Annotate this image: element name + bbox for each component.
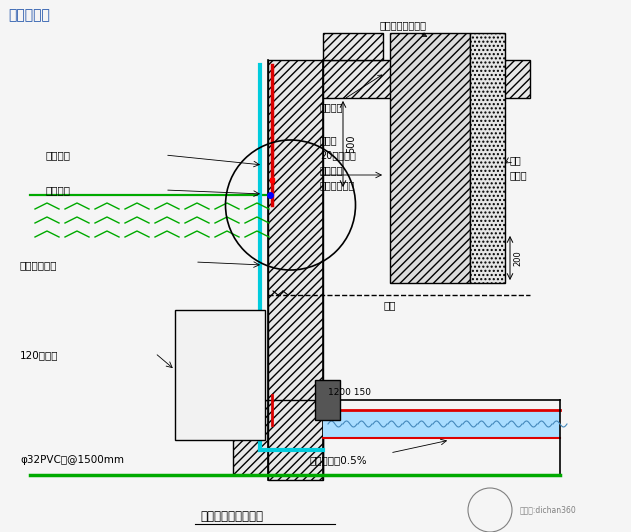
Bar (175, 310, 265, 440)
Text: 密封沂岛: 密封沂岛 (320, 75, 382, 112)
Text: 室内: 室内 (383, 300, 396, 310)
Text: 钢丝网: 钢丝网 (320, 135, 338, 145)
Text: 防水沂岛填缝: 防水沂岛填缝 (320, 180, 355, 190)
Text: 节点大样图: 节点大样图 (8, 8, 50, 22)
Text: 1200 150: 1200 150 (328, 388, 371, 397)
Text: 200: 200 (513, 250, 522, 266)
Bar (323, 410, 560, 438)
Bar (268, 60, 323, 480)
Bar (268, 400, 323, 475)
Text: 外粘布面: 外粘布面 (320, 165, 343, 175)
Text: φ32PVC管@1500mm: φ32PVC管@1500mm (20, 455, 124, 465)
Text: 石米: 石米 (510, 155, 522, 165)
Bar (233, 400, 268, 475)
Bar (323, 60, 530, 98)
Text: 防水层: 防水层 (510, 170, 528, 180)
Bar (315, 380, 340, 420)
Text: 微信号:dichan360: 微信号:dichan360 (520, 505, 577, 514)
Text: 室外地坪: 室外地坪 (45, 185, 70, 195)
Text: 防水沂岛填缝: 防水沂岛填缝 (20, 260, 57, 270)
Bar (323, 33, 383, 60)
Bar (390, 33, 470, 283)
Text: 空气孔口: 空气孔口 (45, 150, 70, 160)
Text: 结构施工中预留槽: 结构施工中预留槽 (380, 20, 427, 36)
Bar (470, 33, 505, 283)
Text: 120砌民墙: 120砌民墙 (20, 350, 59, 360)
Text: 排水坡度为0.5%: 排水坡度为0.5% (310, 455, 368, 465)
Text: 500: 500 (346, 135, 356, 153)
Text: 地下室外墙防水做法: 地下室外墙防水做法 (200, 510, 263, 523)
Text: 20厚抹灰层: 20厚抹灰层 (320, 150, 356, 160)
